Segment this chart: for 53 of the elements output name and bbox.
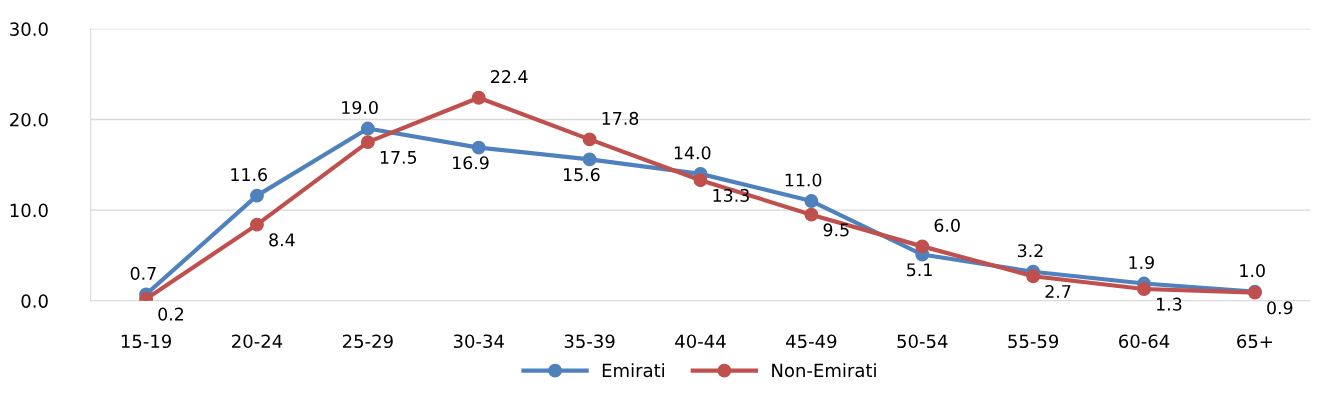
data-label: 8.4 <box>269 233 295 247</box>
data-label: 16.9 <box>453 156 489 170</box>
x-tick-label: 55-59 <box>1008 334 1059 349</box>
data-label: 1.9 <box>1129 255 1154 270</box>
data-label: 11.0 <box>785 173 822 187</box>
x-tick-label: 65+ <box>1237 334 1273 349</box>
data-label: 6.0 <box>934 218 960 232</box>
x-tick-label: 20-24 <box>232 334 283 349</box>
point <box>582 132 597 147</box>
data-label: 22.4 <box>491 70 528 83</box>
data-label: 15.6 <box>563 168 600 182</box>
y-tick-label: 10.0 <box>10 203 48 218</box>
data-label: 1.3 <box>1157 297 1182 311</box>
x-tick-label: 60-64 <box>1119 334 1170 349</box>
data-label: 2.7 <box>1045 284 1071 298</box>
x-tick-label: 45-49 <box>786 334 837 349</box>
point <box>1137 282 1151 296</box>
data-label: 17.8 <box>602 111 639 125</box>
x-tick-label: 40-44 <box>675 334 726 349</box>
data-label: 13.3 <box>713 188 749 202</box>
point <box>582 152 597 167</box>
x-tick-label: 25-29 <box>342 334 393 349</box>
x-tick-label: 15-19 <box>121 334 172 349</box>
data-label: 14.0 <box>674 146 711 160</box>
point <box>471 140 486 155</box>
data-label: 19.0 <box>342 100 378 115</box>
y-tick-label: 30.0 <box>10 22 48 36</box>
point <box>360 135 375 150</box>
legend-label: Emirati <box>602 363 664 378</box>
data-label: 0.9 <box>1267 301 1293 315</box>
data-label: 9.5 <box>823 223 849 237</box>
x-tick-label: 35-39 <box>564 334 615 349</box>
point <box>1026 269 1041 284</box>
point <box>915 239 930 254</box>
data-label: 0.2 <box>158 307 184 321</box>
x-tick-label: 50-54 <box>897 334 948 349</box>
data-label: 17.5 <box>380 151 417 164</box>
point <box>360 121 375 136</box>
data-label: 3.2 <box>1017 244 1043 258</box>
y-tick-label: 0.0 <box>21 294 48 308</box>
data-label: 1.0 <box>1240 264 1265 278</box>
point <box>250 217 264 232</box>
point <box>693 173 708 188</box>
point <box>804 207 819 222</box>
data-label: 5.1 <box>907 263 932 277</box>
point <box>250 188 264 203</box>
point <box>471 90 486 105</box>
data-label: 0.7 <box>130 266 156 280</box>
y-tick-label: 20.0 <box>10 112 48 127</box>
point <box>804 194 819 209</box>
legend-label: Non-Emirati <box>772 363 876 378</box>
data-label: 11.6 <box>231 168 267 182</box>
x-tick-label: 30-34 <box>453 334 504 349</box>
